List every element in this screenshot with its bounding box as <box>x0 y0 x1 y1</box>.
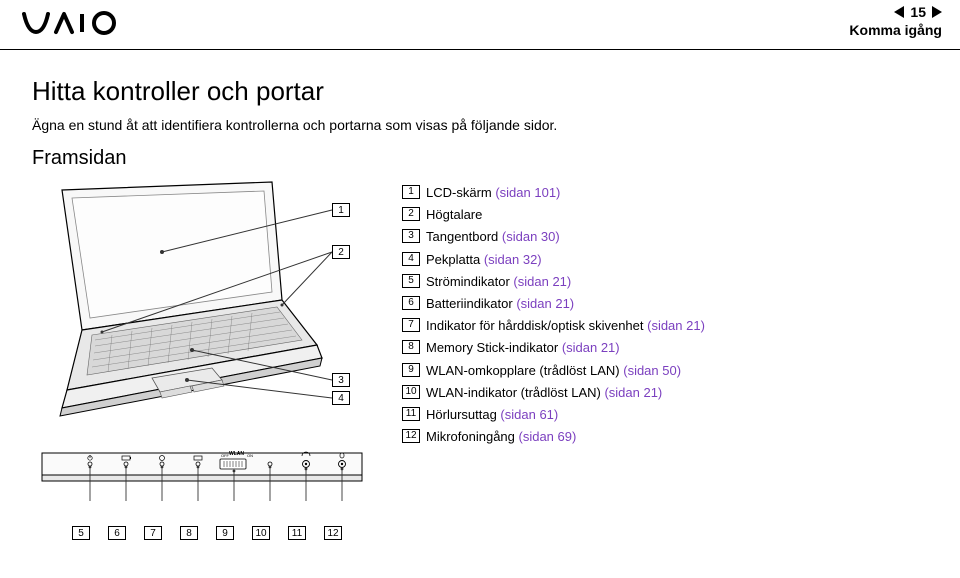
numbox: 11 <box>402 407 420 421</box>
list-text: WLAN-omkopplare (trådlöst LAN) (sidan 50… <box>426 362 681 380</box>
list-text: Memory Stick-indikator (sidan 21) <box>426 339 620 357</box>
vaio-logo <box>22 10 132 38</box>
page-ref-link[interactable]: (sidan 101) <box>495 185 560 200</box>
page-nav: 15 Komma igång <box>849 4 942 38</box>
prev-page-icon[interactable] <box>894 6 904 18</box>
svg-text:WLAN: WLAN <box>229 451 244 457</box>
subheading: Framsidan <box>32 147 940 170</box>
callout-5: 5 <box>72 526 90 540</box>
page-ref-link[interactable]: (sidan 32) <box>484 252 542 267</box>
list-item: 9 WLAN-omkopplare (trådlöst LAN) (sidan 5… <box>402 362 940 380</box>
list-item: 5 Strömindikator (sidan 21) <box>402 273 940 291</box>
laptop-illustration <box>32 180 362 440</box>
numbox: 10 <box>402 385 420 399</box>
controls-list: 1 LCD-skärm (sidan 101) 2 Högtalare 3 Tange… <box>402 180 940 450</box>
intro-text: Ägna en stund åt att identifiera kontrol… <box>32 117 940 133</box>
page-ref-link[interactable]: (sidan 21) <box>516 296 574 311</box>
list-item: 3 Tangentbord (sidan 30) <box>402 228 940 246</box>
callout-7: 7 <box>144 526 162 540</box>
callout-6: 6 <box>108 526 126 540</box>
numbox: 8 <box>402 340 420 354</box>
numbox: 3 <box>402 229 420 243</box>
content-area: Hitta kontroller och portar Ägna en stun… <box>32 76 940 450</box>
callout-3: 3 <box>332 373 350 387</box>
page-ref-link[interactable]: (sidan 30) <box>502 229 560 244</box>
numbox: 12 <box>402 429 420 443</box>
list-item: 6 Batteriindikator (sidan 21) <box>402 295 940 313</box>
callout-9: 9 <box>216 526 234 540</box>
list-item: 4 Pekplatta (sidan 32) <box>402 251 940 269</box>
callout-10: 10 <box>252 526 270 540</box>
section-title: Komma igång <box>849 22 942 38</box>
numbox: 2 <box>402 207 420 221</box>
numbox: 5 <box>402 274 420 288</box>
numbox: 6 <box>402 296 420 310</box>
list-text: WLAN-indikator (trådlöst LAN) (sidan 21) <box>426 384 662 402</box>
list-item: 10 WLAN-indikator (trådlöst LAN) (sidan 2… <box>402 384 940 402</box>
next-page-icon[interactable] <box>932 6 942 18</box>
svg-text:ON: ON <box>247 453 253 458</box>
numbox: 4 <box>402 252 420 266</box>
list-text: Pekplatta (sidan 32) <box>426 251 542 269</box>
list-text: Strömindikator (sidan 21) <box>426 273 571 291</box>
page-title: Hitta kontroller och portar <box>32 76 940 107</box>
callout-11: 11 <box>288 526 306 540</box>
list-text: Hörlursuttag (sidan 61) <box>426 406 558 424</box>
page-ref-link[interactable]: (sidan 69) <box>519 429 577 444</box>
page-ref-link[interactable]: (sidan 21) <box>647 318 705 333</box>
page-header: 15 Komma igång <box>0 0 960 50</box>
list-text: Högtalare <box>426 206 482 224</box>
callout-2: 2 <box>332 245 350 259</box>
list-text: Tangentbord (sidan 30) <box>426 228 560 246</box>
numbox: 7 <box>402 318 420 332</box>
list-item: 8 Memory Stick-indikator (sidan 21) <box>402 339 940 357</box>
list-text: Batteriindikator (sidan 21) <box>426 295 574 313</box>
callout-12: 12 <box>324 526 342 540</box>
front-edge-diagram: OFF WLAN ON <box>32 445 372 540</box>
numbox: 9 <box>402 363 420 377</box>
callout-row-bottom: 5 6 7 8 9 10 11 12 <box>72 526 372 540</box>
page-number: 15 <box>910 4 926 20</box>
page-ref-link[interactable]: (sidan 21) <box>513 274 571 289</box>
list-item: 1 LCD-skärm (sidan 101) <box>402 184 940 202</box>
numbox: 1 <box>402 185 420 199</box>
list-item: 7 Indikator för hårddisk/optisk skivenhet… <box>402 317 940 335</box>
callout-8: 8 <box>180 526 198 540</box>
list-item: 2 Högtalare <box>402 206 940 224</box>
list-item: 11 Hörlursuttag (sidan 61) <box>402 406 940 424</box>
page-ref-link[interactable]: (sidan 21) <box>562 340 620 355</box>
callout-1: 1 <box>332 203 350 217</box>
list-text: Mikrofoningång (sidan 69) <box>426 428 576 446</box>
list-item: 12 Mikrofoningång (sidan 69) <box>402 428 940 446</box>
page-ref-link[interactable]: (sidan 21) <box>604 385 662 400</box>
front-edge-illustration: OFF WLAN ON <box>32 445 372 515</box>
page-ref-link[interactable]: (sidan 50) <box>623 363 681 378</box>
callout-4: 4 <box>332 391 350 405</box>
list-text: Indikator för hårddisk/optisk skivenhet … <box>426 317 705 335</box>
laptop-diagram: 1 2 3 4 <box>32 180 362 450</box>
page-ref-link[interactable]: (sidan 61) <box>500 407 558 422</box>
list-text: LCD-skärm (sidan 101) <box>426 184 560 202</box>
